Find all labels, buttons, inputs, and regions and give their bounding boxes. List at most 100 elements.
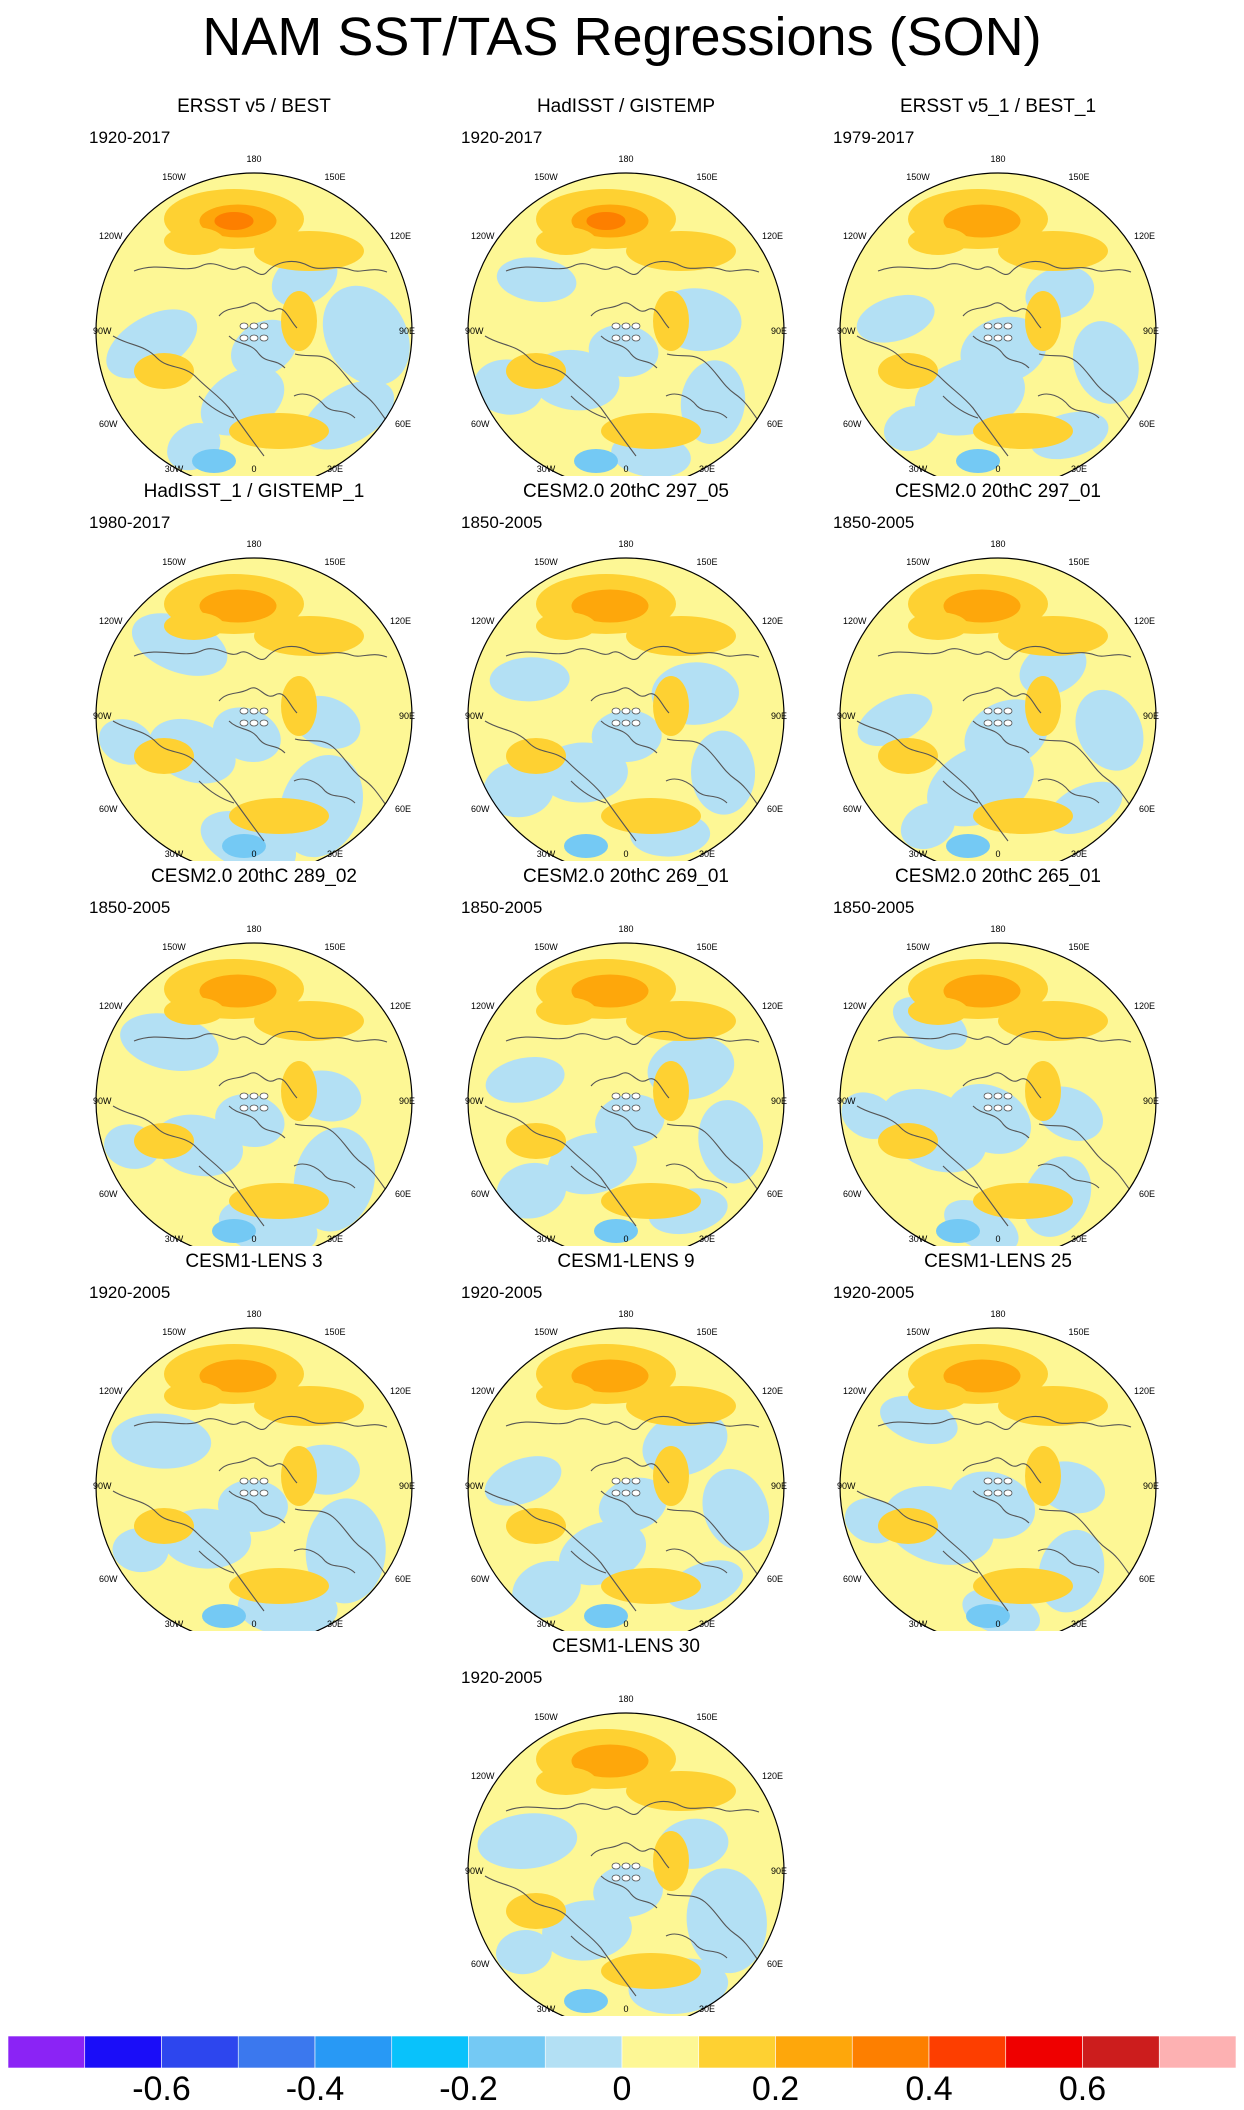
longitude-label: 180 bbox=[990, 1309, 1005, 1319]
positive-anomaly-region bbox=[601, 1568, 701, 1604]
colorbar-swatch bbox=[851, 2036, 930, 2068]
map-panel: 180 150W 150E 120W 120E 90W 90E 60W 60E 30W 30E 0 H… bbox=[461, 96, 791, 476]
positive-anomaly-region bbox=[908, 1382, 968, 1410]
arctic-island bbox=[993, 1477, 1003, 1485]
coastline bbox=[962, 687, 1042, 714]
negative-anomaly-region bbox=[231, 319, 297, 377]
negative-anomaly-region bbox=[120, 1013, 219, 1071]
longitude-label: 30W bbox=[537, 2004, 556, 2014]
coastline bbox=[484, 1490, 637, 1612]
longitude-label: 30W bbox=[537, 464, 556, 474]
longitude-label: 150W bbox=[534, 1712, 558, 1722]
coastline bbox=[198, 1550, 235, 1574]
arctic-island bbox=[631, 707, 641, 715]
positive-anomaly-core bbox=[943, 1359, 1021, 1393]
arctic-island bbox=[631, 334, 641, 342]
longitude-label: 180 bbox=[618, 1309, 633, 1319]
coastline bbox=[198, 780, 235, 804]
positive-anomaly-region bbox=[998, 616, 1108, 656]
coastline bbox=[266, 1030, 388, 1043]
negative-anomaly-region bbox=[691, 730, 756, 815]
positive-anomaly-region bbox=[254, 1001, 364, 1041]
colorbar-swatch bbox=[391, 2036, 469, 2068]
arctic-island bbox=[249, 334, 259, 342]
panel-period: 1920-2005 bbox=[89, 1283, 171, 1302]
coastline bbox=[266, 645, 388, 658]
positive-anomaly-region bbox=[536, 612, 596, 640]
longitude-label: 120E bbox=[390, 1001, 411, 1011]
negative-anomaly-core bbox=[936, 1219, 980, 1243]
coastline bbox=[218, 1072, 298, 1099]
positive-anomaly-region bbox=[229, 1568, 329, 1604]
coastline bbox=[112, 1490, 265, 1612]
arctic-island bbox=[249, 707, 259, 715]
coastline bbox=[972, 720, 1030, 754]
longitude-label: 0 bbox=[251, 1619, 256, 1629]
panel-period: 1920-2005 bbox=[833, 1283, 915, 1302]
negative-anomaly-region bbox=[702, 1468, 770, 1551]
arctic-island bbox=[993, 719, 1003, 727]
longitude-label: 150E bbox=[1068, 1327, 1089, 1337]
negative-anomaly-region bbox=[857, 693, 933, 747]
arctic-island bbox=[621, 719, 631, 727]
negative-anomaly-region bbox=[477, 1813, 578, 1869]
colorbar-swatch bbox=[928, 2036, 1007, 2068]
map-boundary bbox=[95, 1327, 413, 1631]
coastline bbox=[1038, 353, 1134, 425]
longitude-label: 150W bbox=[534, 557, 558, 567]
longitude-label: 60W bbox=[99, 1189, 118, 1199]
coastline bbox=[665, 1933, 728, 1959]
negative-anomaly-region bbox=[856, 294, 935, 343]
arctic-island bbox=[259, 1092, 269, 1100]
colorbar-swatch bbox=[775, 2036, 853, 2068]
arctic-island bbox=[259, 334, 269, 342]
map-panel: 180 150W 150E 120W 120E 90W 90E 60W 60E 30W 30E 0 H… bbox=[89, 481, 419, 861]
coastline bbox=[665, 778, 728, 804]
positive-anomaly-region bbox=[626, 616, 736, 656]
longitude-label: 180 bbox=[990, 924, 1005, 934]
longitude-label: 90E bbox=[771, 711, 787, 721]
positive-anomaly-region bbox=[536, 1382, 596, 1410]
polar-map: 180 150W 150E 120W 120E 90W 90E 60W 60E 30W 30E 0 bbox=[465, 924, 787, 1246]
longitude-label: 150W bbox=[534, 942, 558, 952]
coastline bbox=[112, 1105, 265, 1227]
coastline bbox=[962, 302, 1042, 329]
coastline bbox=[133, 1033, 268, 1045]
arctic-island bbox=[621, 1477, 631, 1485]
negative-anomaly-region bbox=[483, 762, 554, 818]
longitude-label: 0 bbox=[623, 464, 628, 474]
colorbar-tick-label: -0.6 bbox=[132, 2070, 191, 2108]
longitude-label: 30E bbox=[327, 1234, 343, 1244]
coastline bbox=[505, 263, 640, 275]
positive-anomaly-region bbox=[601, 1953, 701, 1989]
arctic-island bbox=[611, 1092, 621, 1100]
longitude-label: 30E bbox=[327, 464, 343, 474]
longitude-label: 120W bbox=[99, 616, 123, 626]
colorbar-tick-label: 0 bbox=[612, 2070, 632, 2108]
longitude-label: 60W bbox=[471, 1574, 490, 1584]
coastline bbox=[294, 738, 390, 810]
longitude-label: 60E bbox=[395, 1189, 411, 1199]
longitude-label: 120W bbox=[843, 1001, 867, 1011]
panel-title: CESM1-LENS 3 bbox=[185, 1251, 323, 1272]
arctic-island bbox=[993, 322, 1003, 330]
positive-anomaly-region bbox=[973, 1568, 1073, 1604]
coastline bbox=[638, 1030, 760, 1043]
colorbar-tick-label: -0.4 bbox=[285, 2070, 345, 2108]
map-panel: 180 150W 150E 120W 120E 90W 90E 60W 60E 30W 30E 0 C… bbox=[461, 481, 791, 861]
negative-anomaly-core bbox=[594, 1219, 638, 1243]
longitude-label: 0 bbox=[623, 849, 628, 859]
panel-title: CESM2.0 20thC 297_01 bbox=[895, 481, 1101, 502]
negative-anomaly-region bbox=[841, 1092, 896, 1139]
coastline bbox=[666, 353, 762, 425]
coastline bbox=[666, 1893, 762, 1965]
positive-anomaly-region bbox=[254, 616, 364, 656]
positive-anomaly-region bbox=[164, 997, 224, 1025]
positive-anomaly-core bbox=[571, 1359, 649, 1393]
longitude-label: 30E bbox=[699, 1619, 715, 1629]
longitude-label: 150W bbox=[906, 172, 930, 182]
arctic-island bbox=[239, 334, 249, 342]
arctic-island bbox=[611, 1104, 621, 1112]
longitude-label: 90E bbox=[771, 1096, 787, 1106]
arctic-island bbox=[621, 1092, 631, 1100]
